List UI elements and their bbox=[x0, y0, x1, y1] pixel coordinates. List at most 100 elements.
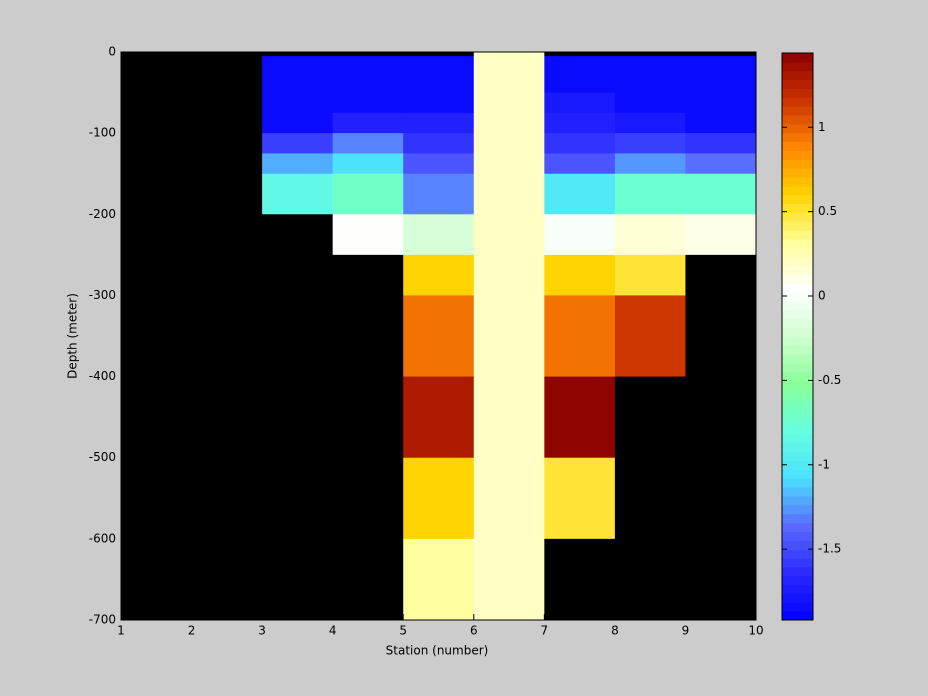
cell bbox=[685, 112, 757, 134]
cell bbox=[473, 457, 545, 540]
colorbar-band bbox=[782, 380, 813, 391]
cell bbox=[544, 214, 616, 256]
cell bbox=[262, 56, 334, 94]
cell bbox=[544, 538, 616, 621]
cell bbox=[121, 254, 193, 296]
colorbar-band bbox=[782, 239, 813, 249]
colorbar-band bbox=[782, 265, 813, 275]
colorbar-band bbox=[782, 575, 813, 586]
colorbar-band bbox=[782, 150, 813, 160]
colorbar-band bbox=[782, 522, 813, 532]
cell bbox=[614, 214, 686, 256]
cell bbox=[262, 153, 334, 175]
colorbar-band bbox=[782, 53, 813, 63]
cell bbox=[191, 112, 263, 134]
cell bbox=[685, 376, 757, 459]
cell bbox=[614, 112, 686, 134]
colorbar-band bbox=[782, 97, 813, 107]
cell bbox=[332, 133, 404, 154]
cell bbox=[121, 214, 193, 256]
cell bbox=[332, 457, 404, 540]
cell bbox=[191, 56, 263, 94]
colorbar-band bbox=[782, 230, 813, 240]
colorbar-band bbox=[782, 549, 813, 559]
cell bbox=[121, 52, 193, 57]
cell bbox=[191, 214, 263, 256]
colorbar-band bbox=[782, 185, 813, 196]
colorbar-band bbox=[782, 354, 813, 364]
x-tick-label: 10 bbox=[748, 624, 763, 638]
colorbar-band bbox=[782, 132, 813, 143]
cell bbox=[403, 376, 475, 459]
cell bbox=[473, 52, 545, 57]
cell bbox=[685, 254, 757, 296]
colorbar-tick-label: -1 bbox=[818, 457, 830, 471]
y-tick-label: -700 bbox=[89, 613, 116, 627]
cell bbox=[473, 56, 545, 94]
cell bbox=[191, 457, 263, 540]
cell bbox=[685, 133, 757, 154]
colorbar-band bbox=[782, 283, 813, 293]
cell bbox=[544, 92, 616, 114]
cell bbox=[685, 92, 757, 114]
colorbar-band bbox=[782, 274, 813, 284]
cell bbox=[473, 214, 545, 256]
cell bbox=[191, 538, 263, 621]
x-axis-label: Station (number) bbox=[386, 644, 489, 658]
cell bbox=[332, 376, 404, 459]
colorbar-tick-label: 0 bbox=[818, 289, 826, 303]
colorbar-band bbox=[782, 487, 813, 497]
cell bbox=[473, 538, 545, 621]
cell bbox=[191, 92, 263, 114]
cell bbox=[332, 538, 404, 621]
cell bbox=[262, 457, 334, 540]
cell bbox=[332, 173, 404, 215]
cell bbox=[403, 56, 475, 94]
colorbar-band bbox=[782, 407, 813, 417]
y-tick-label: -500 bbox=[89, 450, 116, 464]
cell bbox=[473, 153, 545, 175]
colorbar-band bbox=[782, 451, 813, 462]
colorbar-band bbox=[782, 389, 813, 400]
colorbar-band bbox=[782, 194, 813, 205]
colorbar-band bbox=[782, 469, 813, 479]
cell bbox=[403, 52, 475, 57]
colorbar-band bbox=[782, 442, 813, 453]
cell bbox=[614, 457, 686, 540]
cell bbox=[544, 254, 616, 296]
cell bbox=[403, 538, 475, 621]
colorbar-frame bbox=[781, 52, 814, 621]
cell bbox=[332, 112, 404, 134]
cell bbox=[332, 52, 404, 57]
cell bbox=[403, 133, 475, 154]
colorbar-band bbox=[782, 256, 813, 267]
y-tick-label: -400 bbox=[89, 369, 116, 383]
cell bbox=[262, 295, 334, 378]
cell bbox=[614, 376, 686, 459]
cell bbox=[121, 538, 193, 621]
cell bbox=[403, 173, 475, 215]
colorbar-band bbox=[782, 115, 813, 125]
colorbar-band bbox=[782, 611, 813, 621]
colorbar-band bbox=[782, 478, 813, 488]
cell bbox=[121, 295, 193, 378]
colorbar-band bbox=[782, 70, 813, 81]
cell bbox=[121, 376, 193, 459]
cell bbox=[544, 173, 616, 215]
cell bbox=[614, 173, 686, 215]
colorbar-band bbox=[782, 504, 813, 515]
cell bbox=[685, 295, 757, 378]
cell bbox=[473, 254, 545, 296]
colorbar-band bbox=[782, 168, 813, 178]
cell bbox=[403, 112, 475, 134]
cell bbox=[403, 153, 475, 175]
x-tick-label: 5 bbox=[399, 624, 407, 638]
x-tick-label: 6 bbox=[470, 624, 478, 638]
cell bbox=[191, 173, 263, 215]
cell bbox=[614, 52, 686, 57]
y-axis-label: Depth (meter) bbox=[66, 293, 80, 379]
y-tick-label: 0 bbox=[108, 45, 116, 59]
cell bbox=[332, 254, 404, 296]
cell bbox=[614, 92, 686, 114]
